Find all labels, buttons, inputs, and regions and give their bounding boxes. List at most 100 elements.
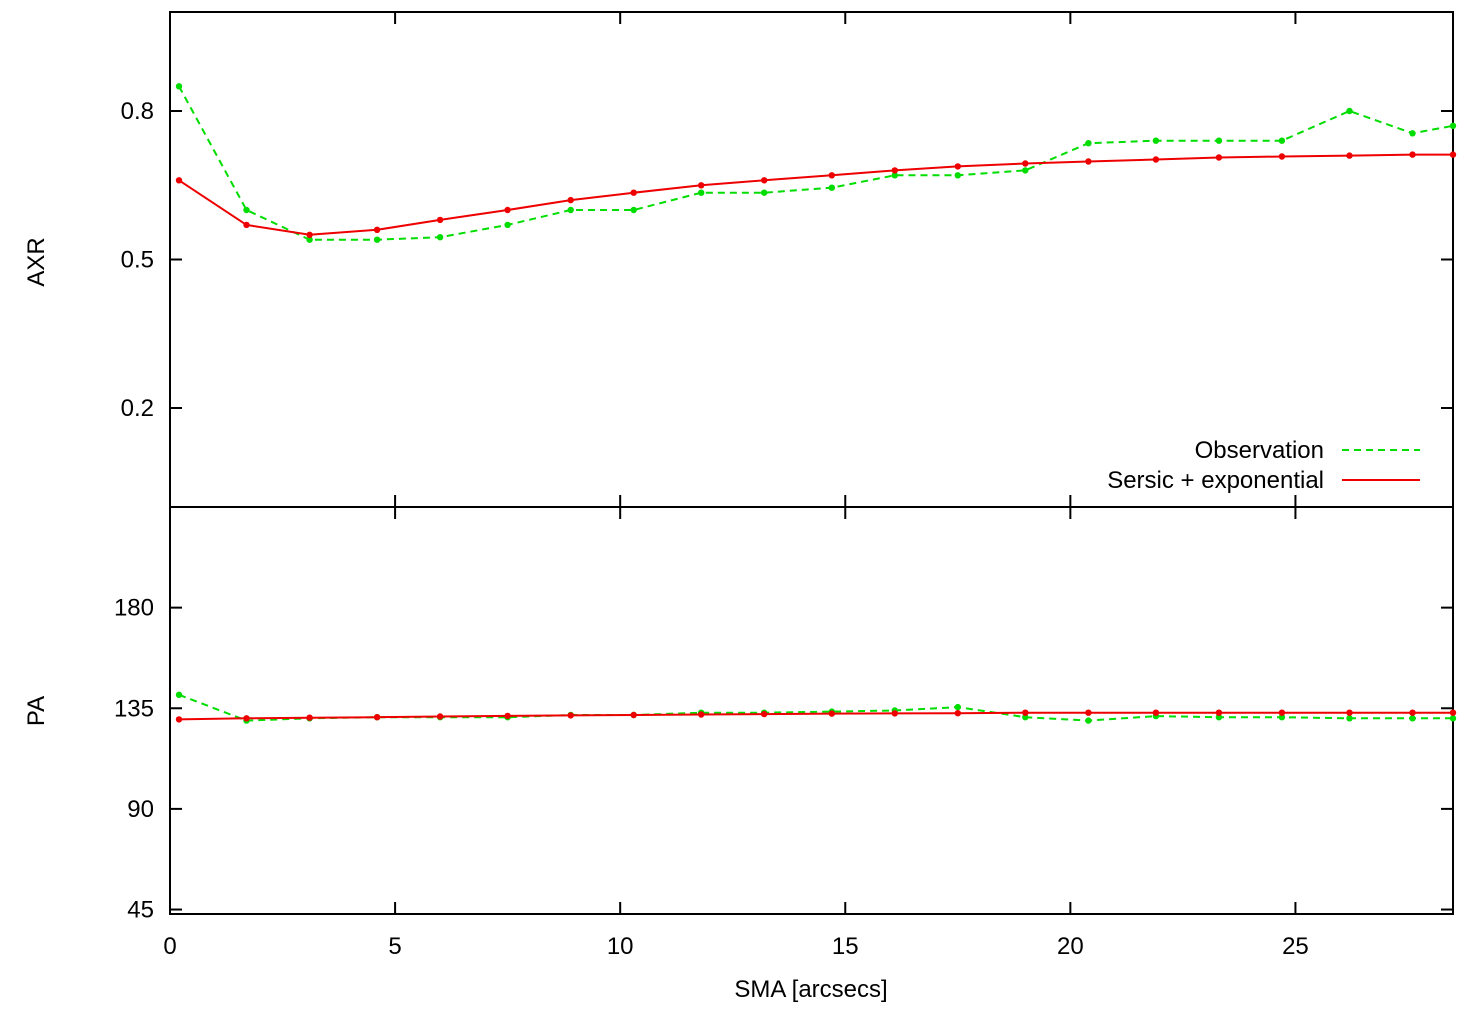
axr-point-model xyxy=(1278,153,1286,160)
axr-point-model xyxy=(175,177,183,184)
axr-point-model xyxy=(698,182,705,189)
axr-point-model xyxy=(761,177,768,184)
axr-point-observation xyxy=(954,172,961,179)
pa-point-model xyxy=(954,710,961,717)
axr-point-observation xyxy=(306,236,313,243)
axr-point-observation xyxy=(761,189,768,196)
axr-point-model xyxy=(243,221,250,229)
axr-point-model xyxy=(954,163,961,170)
pa-y-ticks: 45 90 135 180 xyxy=(114,595,1453,924)
pa-series-group xyxy=(175,691,1457,724)
axr-point-observation xyxy=(504,221,511,229)
pa-point-model xyxy=(1085,709,1092,716)
axr-point-observation xyxy=(1409,130,1416,137)
pa-y-axis-label: PA xyxy=(23,696,50,726)
pa-point-model xyxy=(436,713,444,720)
axr-point-model xyxy=(630,189,637,196)
pa-point-model xyxy=(306,714,313,721)
axr-point-observation xyxy=(373,236,381,243)
x-tick-label: 20 xyxy=(1057,933,1084,960)
axr-point-model xyxy=(828,172,835,179)
axr-series-line-observation xyxy=(178,85,1454,241)
axr-point-model xyxy=(1085,158,1092,165)
axr-x-ticks xyxy=(169,12,1297,507)
pa-point-observation xyxy=(954,703,961,711)
pa-y-tick-label: 180 xyxy=(114,595,154,622)
pa-y-tick-label: 90 xyxy=(127,796,154,823)
pa-point-model xyxy=(373,714,381,721)
pa-y-tick-label: 45 xyxy=(127,897,154,924)
axr-point-observation xyxy=(243,206,250,214)
axr-y-ticks: 0.2 0.5 0.8 xyxy=(121,98,1453,422)
pa-point-model xyxy=(243,715,250,722)
pa-point-model xyxy=(567,712,574,719)
axr-point-observation xyxy=(1022,167,1029,174)
pa-plot-frame xyxy=(169,506,1454,915)
axr-point-model xyxy=(567,196,574,204)
axr-point-observation xyxy=(828,184,835,191)
pa-point-model xyxy=(1278,709,1286,716)
axr-y-tick-label: 0.2 xyxy=(121,395,154,422)
axr-point-observation xyxy=(1346,107,1353,115)
x-tick-label: 10 xyxy=(607,933,634,960)
pa-point-observation xyxy=(1022,714,1029,721)
pa-point-model xyxy=(891,710,898,717)
axr-point-observation xyxy=(436,234,444,241)
axr-point-observation xyxy=(891,172,898,179)
axr-point-observation xyxy=(567,206,574,214)
axr-y-tick-label: 0.5 xyxy=(121,247,154,274)
pa-x-ticks: 0 5 10 15 20 25 xyxy=(163,507,1309,960)
pa-point-model xyxy=(698,711,705,718)
pa-point-model xyxy=(1409,709,1416,716)
axr-series-group xyxy=(175,83,1457,243)
axr-point-model xyxy=(891,167,898,174)
pa-series-line-model xyxy=(178,711,1453,721)
axr-point-model xyxy=(504,206,511,214)
axr-point-model xyxy=(1152,156,1160,163)
axr-point-observation xyxy=(175,83,183,90)
axr-point-model xyxy=(1022,160,1029,167)
pa-point-model xyxy=(504,712,511,720)
axr-point-model xyxy=(306,231,313,238)
pa-point-model xyxy=(1346,709,1353,716)
x-tick-label: 15 xyxy=(832,933,859,960)
axr-point-observation xyxy=(698,189,705,196)
axr-point-observation xyxy=(1215,137,1223,144)
axr-y-axis-label: AXR xyxy=(23,237,50,286)
axr-point-model xyxy=(1215,154,1223,161)
axr-point-model xyxy=(436,216,444,224)
pa-point-observation xyxy=(1085,717,1092,724)
axr-point-observation xyxy=(630,206,637,214)
pa-point-observation xyxy=(1215,714,1223,721)
x-tick-label: 0 xyxy=(163,933,176,960)
pa-point-observation xyxy=(1449,715,1457,722)
pa-point-model xyxy=(630,711,637,719)
axr-point-observation xyxy=(1152,137,1160,144)
pa-point-model xyxy=(1022,709,1029,716)
axr-plot-frame xyxy=(169,11,1454,508)
pa-point-model xyxy=(761,710,768,718)
pa-point-model xyxy=(1449,709,1457,716)
x-axis-label: SMA [arcsecs] xyxy=(734,976,887,1003)
pa-point-observation xyxy=(1346,715,1353,722)
pa-point-model xyxy=(828,710,835,717)
axr-series-line-model xyxy=(178,153,1453,236)
pa-point-model xyxy=(175,716,183,723)
pa-point-model xyxy=(1215,709,1223,716)
axr-y-tick-label: 0.8 xyxy=(121,98,154,125)
pa-panel: 45 90 135 180 0 5 10 15 20 25 PA SMA [arcsecs] xyxy=(23,506,1457,1003)
axr-point-model xyxy=(373,226,381,233)
axr-point-observation xyxy=(1085,140,1092,147)
pa-point-observation xyxy=(1409,715,1416,722)
axr-point-model xyxy=(1449,151,1457,158)
axr-point-model xyxy=(1409,151,1416,158)
axr-point-observation xyxy=(1278,137,1286,144)
pa-point-observation xyxy=(175,691,183,698)
legend-label-observation: Observation xyxy=(1195,437,1324,464)
legend-label-model: Sersic + exponential xyxy=(1107,467,1324,494)
axr-point-observation xyxy=(1449,122,1457,129)
legend: Observation Sersic + exponential xyxy=(1107,437,1420,494)
pa-y-tick-label: 135 xyxy=(114,695,154,722)
axr-point-model xyxy=(1346,152,1353,159)
